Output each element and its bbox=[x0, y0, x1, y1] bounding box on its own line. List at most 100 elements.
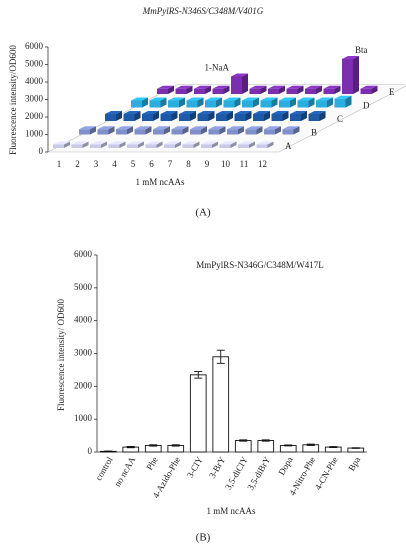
bar-top bbox=[268, 85, 285, 89]
bar-front bbox=[127, 144, 138, 148]
bar-top bbox=[142, 111, 159, 114]
bar-side bbox=[182, 126, 189, 135]
bar bbox=[234, 440, 252, 453]
bar-front bbox=[231, 76, 242, 94]
bar-front bbox=[264, 129, 275, 135]
bar-front bbox=[153, 129, 164, 135]
bar-front bbox=[360, 88, 372, 94]
error-bar bbox=[284, 444, 293, 447]
bar-front bbox=[216, 114, 227, 121]
bar-front bbox=[316, 100, 327, 108]
bar-side bbox=[156, 141, 163, 148]
bar-top bbox=[79, 126, 96, 130]
bar-top bbox=[134, 126, 152, 130]
bar bbox=[260, 97, 278, 108]
bar-front bbox=[245, 129, 257, 135]
bar-front bbox=[308, 114, 320, 121]
bar bbox=[216, 111, 233, 121]
bar-top bbox=[219, 141, 237, 145]
bar bbox=[179, 111, 196, 121]
bar-top bbox=[290, 111, 307, 114]
error-bar bbox=[216, 349, 225, 364]
bar-side bbox=[334, 85, 341, 94]
bar-side bbox=[301, 111, 307, 121]
bar-front bbox=[323, 88, 335, 94]
bar bbox=[297, 97, 315, 108]
bar-top bbox=[157, 85, 174, 89]
bar bbox=[253, 111, 270, 121]
bar-front bbox=[249, 88, 261, 94]
y-tick-label: 3000 bbox=[74, 348, 93, 358]
bar-front bbox=[279, 100, 290, 108]
row-label: E bbox=[389, 87, 395, 97]
bar-side bbox=[256, 126, 263, 135]
bar bbox=[286, 85, 304, 94]
bar-side bbox=[168, 85, 174, 94]
x-tick-label: 3-BrY bbox=[207, 455, 227, 480]
bar bbox=[360, 85, 378, 94]
bar-side bbox=[293, 126, 300, 135]
bar bbox=[97, 126, 115, 135]
row-label: D bbox=[363, 101, 370, 111]
x-tick-label: Bpa bbox=[346, 455, 362, 473]
bar-front bbox=[149, 100, 161, 108]
bar bbox=[149, 97, 167, 108]
y-tick-label: 0 bbox=[88, 446, 93, 456]
bar-side bbox=[319, 111, 326, 121]
bar bbox=[194, 85, 211, 94]
bar bbox=[316, 97, 333, 108]
bar-top bbox=[179, 111, 196, 114]
bar-front bbox=[145, 144, 157, 148]
bar-top bbox=[297, 97, 315, 101]
row-label: A bbox=[285, 141, 292, 151]
bar-top bbox=[108, 141, 126, 145]
bar bbox=[123, 111, 141, 121]
bar-side bbox=[282, 111, 289, 121]
bar-front bbox=[53, 144, 64, 148]
bar-top bbox=[53, 141, 70, 145]
bar-side bbox=[212, 141, 218, 148]
bar-side bbox=[108, 126, 115, 135]
bar-top bbox=[149, 97, 167, 101]
bar-front bbox=[268, 88, 279, 94]
row-label: B bbox=[311, 128, 317, 138]
bar-side bbox=[142, 97, 148, 108]
bar-side bbox=[219, 126, 226, 135]
bar-side bbox=[249, 141, 255, 148]
bar bbox=[223, 97, 241, 108]
bar-side bbox=[327, 97, 333, 108]
bar bbox=[53, 141, 70, 148]
bar bbox=[189, 374, 207, 453]
bar-front bbox=[79, 129, 90, 135]
bar-side bbox=[82, 141, 89, 148]
bar bbox=[245, 126, 263, 135]
bar-front bbox=[116, 129, 127, 135]
bar bbox=[160, 111, 178, 121]
bar-front bbox=[131, 100, 142, 108]
bar-side bbox=[371, 85, 378, 94]
bar bbox=[323, 85, 341, 94]
bar-side bbox=[242, 73, 248, 94]
y-tick-label: 4000 bbox=[25, 76, 44, 86]
bar bbox=[171, 126, 189, 135]
x-tick-label: Phe bbox=[144, 455, 159, 472]
bar bbox=[105, 111, 122, 121]
bar-top bbox=[205, 97, 222, 101]
bar-front bbox=[253, 114, 264, 121]
y-tick-label: 1000 bbox=[74, 413, 93, 423]
bar bbox=[79, 126, 96, 135]
chart-title: MmPylRS-N346G/C348M/W417L bbox=[196, 260, 324, 270]
bar-top bbox=[279, 97, 296, 101]
bar-front bbox=[223, 100, 235, 108]
bar bbox=[268, 85, 285, 94]
bar-side bbox=[153, 111, 159, 121]
bar-side bbox=[253, 97, 259, 108]
x-tick-label: 11 bbox=[240, 159, 249, 169]
bar-front bbox=[234, 114, 246, 121]
bar bbox=[108, 141, 126, 148]
bar-side bbox=[179, 97, 185, 108]
bar-front bbox=[197, 114, 209, 121]
bar bbox=[186, 97, 204, 108]
bar-side bbox=[186, 85, 193, 94]
bar bbox=[264, 126, 281, 135]
